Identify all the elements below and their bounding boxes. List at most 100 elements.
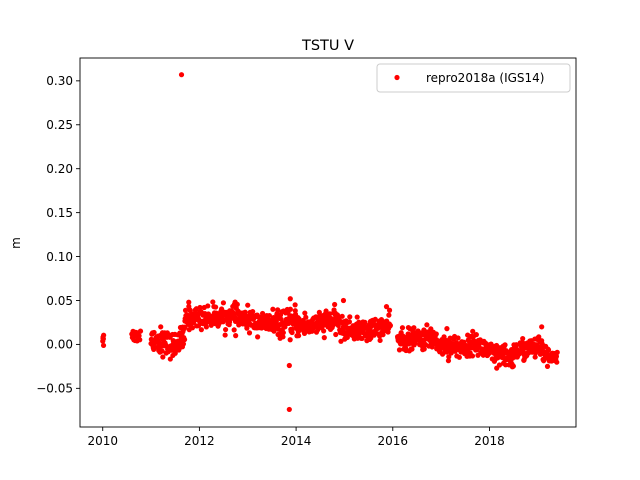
data-point [287, 296, 293, 302]
legend: repro2018a (IGS14) [376, 63, 571, 93]
data-point [469, 353, 476, 359]
x-tick-label: 2018 [474, 434, 505, 448]
data-point [338, 338, 344, 344]
data-point [303, 314, 309, 320]
data-points [100, 72, 560, 413]
y-axis-label: m [9, 237, 23, 249]
data-point [189, 325, 195, 331]
data-point [386, 312, 392, 318]
data-point [433, 331, 439, 337]
data-point [346, 319, 352, 325]
data-point [182, 307, 189, 313]
legend-label: repro2018a (IGS14) [426, 71, 544, 85]
data-point [158, 324, 164, 330]
data-point [233, 333, 239, 339]
data-point [287, 337, 293, 343]
data-point [289, 326, 296, 332]
data-point [362, 319, 368, 326]
data-point [494, 365, 500, 371]
data-point [203, 324, 209, 330]
data-point [159, 348, 165, 354]
data-point [255, 334, 261, 340]
data-point [386, 307, 393, 313]
data-point [513, 342, 519, 348]
y-tick-label: 0.10 [46, 250, 73, 264]
data-point [270, 306, 276, 312]
y-tick-label: 0.00 [46, 338, 73, 352]
data-point [151, 329, 157, 336]
data-point [444, 326, 450, 332]
data-point [321, 335, 327, 341]
data-point [222, 326, 229, 333]
data-point [250, 308, 256, 315]
data-point [383, 304, 390, 310]
data-point [446, 354, 452, 360]
data-point [344, 334, 350, 341]
data-point [545, 347, 552, 353]
data-point [520, 335, 526, 342]
data-point [473, 332, 479, 338]
data-point [210, 299, 216, 305]
y-axis: −0.05 0.00 0.05 0.10 0.15 0.20 0.25 0.30 [36, 74, 80, 396]
data-point [554, 359, 560, 365]
data-point [286, 362, 292, 369]
data-point [296, 333, 302, 339]
data-point [234, 301, 240, 308]
data-point [421, 346, 427, 352]
data-point [178, 72, 185, 78]
y-tick-label: −0.05 [36, 382, 73, 396]
data-point [510, 363, 516, 369]
x-axis: 2010 2012 2014 2016 2018 [87, 427, 505, 448]
data-point [198, 327, 204, 333]
data-point [136, 333, 142, 339]
data-point [332, 301, 338, 308]
data-point [539, 324, 545, 330]
data-point [137, 328, 144, 334]
data-point [197, 304, 203, 311]
data-point [244, 325, 250, 331]
data-point [399, 325, 406, 331]
data-point [333, 331, 339, 338]
x-tick-label: 2016 [378, 434, 409, 448]
data-point [377, 337, 383, 344]
data-point [553, 353, 560, 359]
data-point [100, 342, 107, 349]
data-point [280, 330, 286, 336]
data-point [335, 322, 341, 328]
data-point [286, 406, 292, 413]
legend-marker [394, 74, 400, 81]
data-point [554, 349, 560, 355]
data-point [340, 297, 347, 304]
data-point [220, 300, 226, 306]
data-point [380, 332, 386, 338]
y-tick-label: 0.05 [46, 294, 73, 308]
y-tick-label: 0.25 [46, 118, 73, 132]
x-tick-label: 2014 [281, 434, 312, 448]
data-point [302, 310, 308, 316]
plot-area [79, 57, 577, 428]
data-point [544, 363, 551, 369]
data-point [182, 324, 188, 330]
data-point [347, 314, 353, 320]
data-point [321, 328, 327, 334]
data-point [245, 302, 251, 308]
data-point [186, 299, 192, 305]
data-point [280, 334, 286, 340]
data-point [456, 354, 462, 360]
data-point [396, 347, 403, 353]
data-point [387, 322, 393, 329]
data-point [470, 328, 476, 334]
data-point [201, 304, 207, 311]
x-tick-label: 2012 [184, 434, 215, 448]
data-point [266, 312, 272, 319]
data-point [222, 332, 228, 338]
data-point [424, 322, 430, 328]
data-point [181, 336, 188, 343]
data-point [411, 325, 417, 331]
data-point [275, 307, 281, 313]
data-point [354, 314, 360, 320]
data-point [167, 356, 173, 362]
data-point [137, 337, 143, 343]
data-point [502, 342, 508, 348]
